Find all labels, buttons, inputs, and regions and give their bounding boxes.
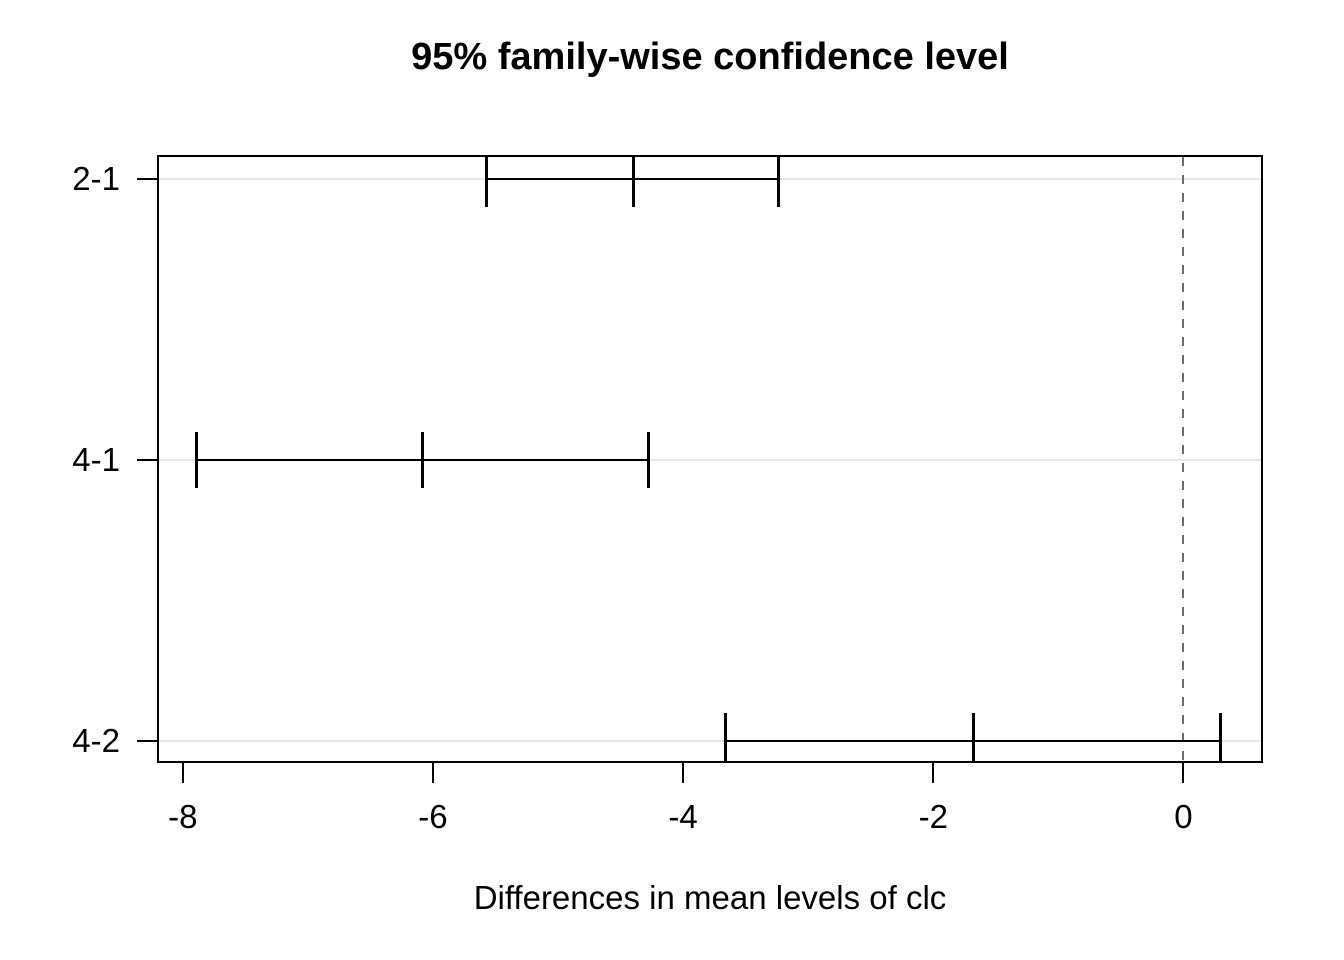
x-tick-label--4: -4 bbox=[668, 798, 698, 835]
y-tick-2-1 bbox=[137, 178, 157, 181]
x-tick-label-0: 0 bbox=[1174, 798, 1193, 835]
ci-4-2-upper-cap bbox=[1219, 713, 1223, 761]
y-tick-label-4-1: 4-1 bbox=[72, 441, 120, 479]
ci-4-1-upper-cap bbox=[646, 432, 650, 489]
gridline-4-1 bbox=[159, 459, 1261, 462]
zero-reference-line bbox=[1182, 157, 1185, 761]
plot-title: 95% family-wise confidence level bbox=[411, 36, 1009, 78]
ci-2-1-center-cap bbox=[631, 157, 635, 208]
gridline-4-2 bbox=[159, 740, 1261, 743]
x-tick-label--2: -2 bbox=[918, 798, 948, 835]
ci-2-1-upper-cap bbox=[776, 157, 780, 208]
y-tick-label-4-2: 4-2 bbox=[72, 722, 120, 760]
x-tick--8 bbox=[181, 763, 184, 783]
ci-4-2-center-cap bbox=[971, 713, 975, 761]
y-tick-4-1 bbox=[137, 459, 157, 462]
ci-4-1-lower-cap bbox=[195, 432, 199, 489]
x-tick--2 bbox=[932, 763, 935, 783]
ci-4-2-lower-cap bbox=[724, 713, 728, 761]
ci-2-1-lower-cap bbox=[485, 157, 489, 208]
ci-4-1-center-cap bbox=[421, 432, 425, 489]
x-axis-label: Differences in mean levels of clc bbox=[473, 879, 947, 916]
y-tick-label-2-1: 2-1 bbox=[72, 160, 120, 198]
x-tick-0 bbox=[1182, 763, 1185, 783]
x-tick-label--6: -6 bbox=[418, 798, 448, 835]
plot-area bbox=[157, 155, 1263, 763]
x-tick--6 bbox=[431, 763, 434, 783]
x-tick-label--8: -8 bbox=[168, 798, 198, 835]
y-tick-4-2 bbox=[137, 740, 157, 743]
x-tick--4 bbox=[682, 763, 685, 783]
